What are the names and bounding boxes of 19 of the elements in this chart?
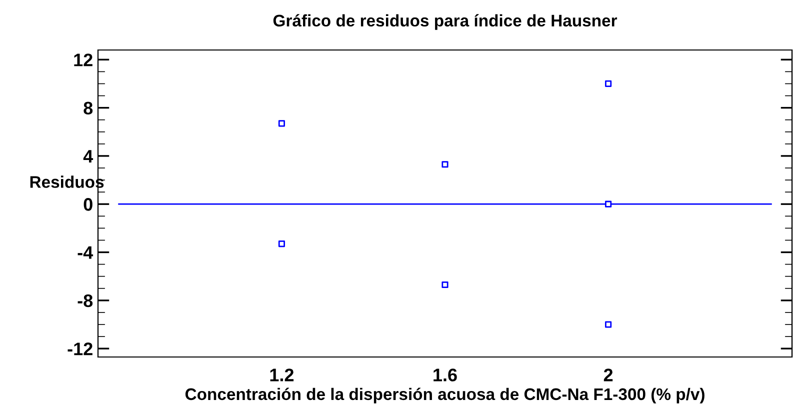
y-tick-label: -12 xyxy=(68,342,92,356)
x-tick-label: 2 xyxy=(604,368,613,382)
y-tick-label: -4 xyxy=(78,246,94,259)
y-tick-label: 12 xyxy=(74,54,92,66)
y-tick-label: 8 xyxy=(84,102,93,115)
x-axis-title: Concentración de la dispersión acuosa de CMC-Na F1-300 (% p/v) xyxy=(185,388,704,404)
point xyxy=(605,200,612,208)
x-tick-label: 1.6 xyxy=(434,368,457,382)
chart-title: Gráfico de residuos para índice de Hausner xyxy=(273,14,618,30)
y-tick-label: 4 xyxy=(83,150,94,162)
x-tick-label: 1.2 xyxy=(270,368,294,382)
point xyxy=(278,120,285,127)
point xyxy=(442,161,448,168)
y-tick-label: 0 xyxy=(84,198,92,211)
point xyxy=(605,80,612,88)
point xyxy=(605,321,612,328)
y-tick-label: -8 xyxy=(78,294,93,308)
point xyxy=(442,281,448,288)
point xyxy=(278,240,285,248)
